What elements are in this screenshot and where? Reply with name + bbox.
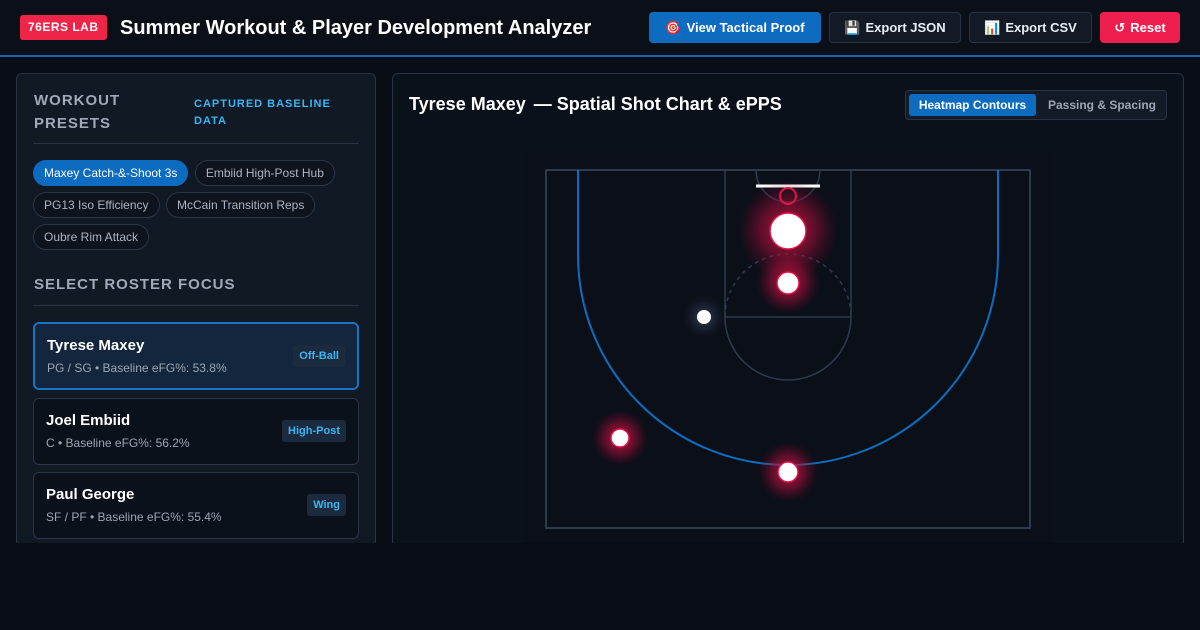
preset-chip[interactable]: Embiid High-Post Hub — [194, 160, 335, 186]
preset-chip[interactable]: PG13 Iso Efficiency — [33, 192, 160, 218]
export-json-label: Export JSON — [865, 20, 946, 35]
role-badge: Wing — [307, 494, 346, 516]
preset-chip[interactable]: Oubre Rim Attack — [33, 224, 150, 250]
floppy-disk-icon: 💾 — [844, 20, 861, 35]
hoop — [779, 187, 797, 205]
divider — [33, 143, 359, 144]
chart-title: Tyrese Maxey — Spatial Shot Chart & ePPS — [409, 94, 782, 115]
paint — [724, 169, 852, 318]
free-throw-circle — [724, 316, 852, 381]
player-meta: C • Baseline eFG%: 56.2% — [46, 436, 190, 450]
target-icon: 🎯 — [665, 20, 682, 35]
app-header: 76ERS LAB Summer Workout & Player Develo… — [0, 0, 1200, 57]
shot-chart-panel: Tyrese Maxey — Spatial Shot Chart & ePPS … — [392, 73, 1184, 553]
role-badge: High-Post — [282, 420, 346, 442]
shot-marker[interactable] — [697, 310, 711, 324]
shot-marker[interactable] — [777, 461, 799, 483]
reset-button[interactable]: ↺ Reset — [1100, 12, 1180, 43]
preset-chip-list: Maxey Catch-&-Shoot 3s Embiid High-Post … — [33, 160, 363, 256]
reset-icon: ↺ — [1114, 20, 1126, 35]
divider — [33, 305, 359, 306]
shot-marker[interactable] — [769, 212, 807, 250]
roster-focus-title: SELECT ROSTER FOCUS — [34, 276, 236, 293]
export-json-button[interactable]: 💾 Export JSON — [829, 12, 961, 43]
brand-badge: 76ERS LAB — [20, 15, 107, 40]
reset-label: Reset — [1130, 20, 1166, 35]
shot-marker[interactable] — [776, 271, 800, 295]
export-csv-button[interactable]: 📊 Export CSV — [969, 12, 1092, 43]
player-card-embiid[interactable]: Joel Embiid C • Baseline eFG%: 56.2% Hig… — [33, 398, 359, 465]
chart-player-name: Tyrese Maxey — [409, 94, 526, 114]
export-csv-label: Export CSV — [1005, 20, 1077, 35]
passing-spacing-tab[interactable]: Passing & Spacing — [1047, 98, 1157, 112]
view-mode-toggle: Heatmap Contours Passing & Spacing — [905, 90, 1167, 120]
player-card-maxey[interactable]: Tyrese Maxey PG / SG • Baseline eFG%: 53… — [33, 322, 359, 390]
preset-chip[interactable]: Maxey Catch-&-Shoot 3s — [33, 160, 189, 186]
heatmap-contours-tab[interactable]: Heatmap Contours — [909, 94, 1036, 116]
preset-chip[interactable]: McCain Transition Reps — [165, 192, 316, 218]
half-court-shot-chart — [523, 152, 1053, 552]
player-meta: PG / SG • Baseline eFG%: 53.8% — [47, 361, 227, 375]
player-name: Joel Embiid — [46, 412, 131, 429]
player-card-george[interactable]: Paul George SF / PF • Baseline eFG%: 55.… — [33, 472, 359, 539]
chart-subtitle: — Spatial Shot Chart & ePPS — [533, 94, 782, 114]
player-meta: SF / PF • Baseline eFG%: 55.4% — [46, 510, 222, 524]
shot-marker[interactable] — [610, 428, 630, 448]
view-tactical-proof-button[interactable]: 🎯 View Tactical Proof — [649, 12, 821, 43]
view-tactical-proof-label: View Tactical Proof — [686, 20, 805, 35]
player-name: Paul George — [46, 486, 135, 503]
left-panel: WORKOUT PRESETS CAPTURED BASELINE DATA M… — [16, 73, 376, 553]
page-title: Summer Workout & Player Development Anal… — [120, 17, 592, 39]
workout-presets-title: WORKOUT PRESETS — [34, 92, 121, 132]
bar-chart-icon: 📊 — [984, 20, 1001, 35]
player-name: Tyrese Maxey — [47, 337, 145, 354]
captured-baseline-label: CAPTURED BASELINE DATA — [194, 98, 331, 127]
page-footer-space — [0, 543, 1200, 630]
role-badge: Off-Ball — [293, 345, 345, 367]
